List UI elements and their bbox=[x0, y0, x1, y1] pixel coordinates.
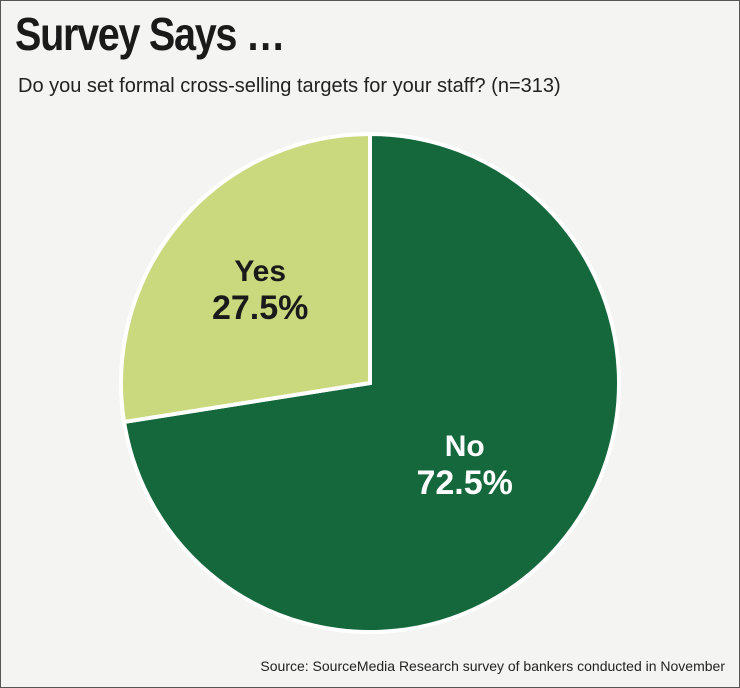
slice-value-label: 72.5% bbox=[416, 464, 512, 502]
slice-value-label: 27.5% bbox=[212, 289, 308, 327]
chart-title: Survey Says … bbox=[15, 8, 285, 60]
slice-category-label: No bbox=[445, 430, 485, 463]
slice-category-label: Yes bbox=[234, 255, 286, 288]
pie-slice-yes bbox=[119, 131, 372, 425]
chart-subtitle: Do you set formal cross-selling targets … bbox=[18, 75, 561, 97]
source-note: Source: SourceMedia Research survey of b… bbox=[260, 658, 725, 674]
